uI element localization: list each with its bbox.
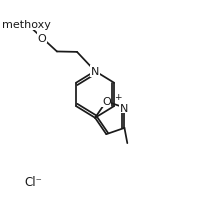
Text: Cl⁻: Cl⁻ (24, 175, 42, 188)
Text: N: N (91, 67, 99, 77)
Text: O: O (38, 34, 46, 43)
Text: +: + (114, 92, 122, 101)
Text: methoxy: methoxy (2, 20, 51, 30)
Text: N: N (120, 103, 129, 113)
Text: O: O (102, 97, 111, 107)
